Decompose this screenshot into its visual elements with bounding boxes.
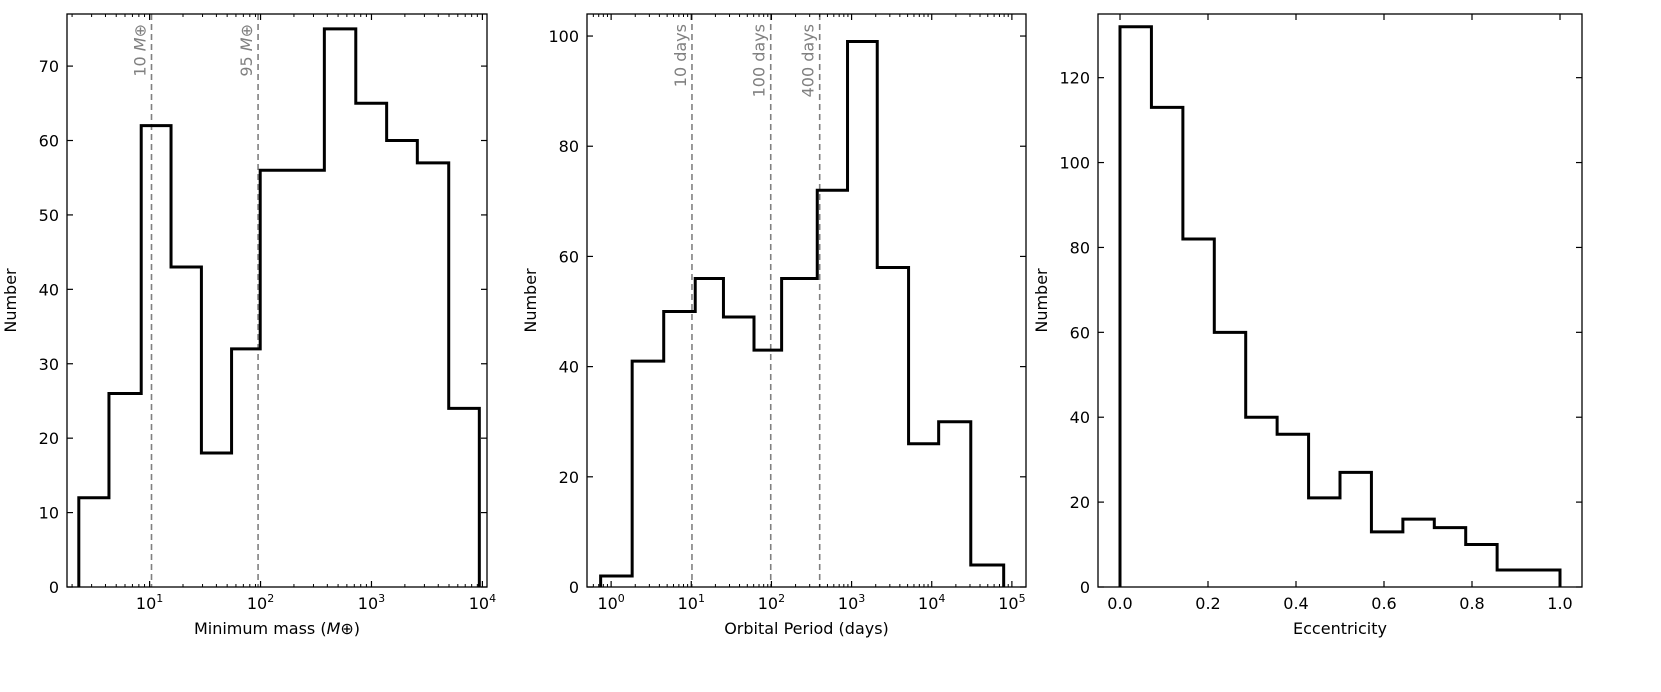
x-axis-label: Orbital Period (days) — [724, 619, 889, 638]
histogram-bin — [939, 422, 971, 587]
reference-line-label: 95 M⊕ — [237, 24, 256, 77]
reference-line-label: 400 days — [799, 24, 818, 97]
histogram-bin — [877, 267, 908, 587]
histogram-bin — [387, 141, 418, 587]
histogram-bin — [141, 126, 171, 587]
y-tick-label: 100 — [548, 27, 579, 46]
histogram-bin — [79, 498, 109, 587]
histogram-bin — [1497, 570, 1560, 587]
y-tick-label: 10 — [39, 504, 59, 523]
y-tick-label: 0 — [49, 578, 59, 597]
histogram-outline — [1118, 25, 1562, 587]
x-tick-label: 104 — [918, 592, 945, 613]
histogram-bin — [1183, 239, 1214, 587]
x-tick-label: 102 — [247, 592, 274, 613]
histogram-bin — [782, 278, 818, 587]
histogram-bin — [1309, 498, 1340, 587]
histogram-bin — [848, 42, 878, 587]
histogram-bin — [356, 103, 387, 587]
histogram-bin — [817, 190, 847, 587]
histogram-bin — [1246, 417, 1277, 587]
x-tick-label: 105 — [998, 592, 1025, 613]
y-tick-label: 40 — [39, 280, 59, 299]
histogram-bin — [260, 170, 324, 587]
histogram-bin — [201, 453, 231, 587]
histogram-bin — [1120, 27, 1151, 587]
x-tick-label: 100 — [597, 592, 624, 613]
histogram-bin — [417, 163, 448, 587]
axes-frame — [66, 13, 488, 588]
histogram-bin — [632, 361, 664, 587]
histogram-bin — [1403, 519, 1434, 587]
histogram-bin — [324, 29, 355, 587]
x-tick-label: 104 — [469, 592, 496, 613]
y-axis-label: Number — [1032, 268, 1051, 333]
x-tick-label: 103 — [838, 592, 865, 613]
histogram-bin — [1340, 472, 1371, 587]
histogram-bin — [664, 312, 696, 587]
y-tick-label: 60 — [39, 132, 59, 151]
reference-line-label: 10 days — [671, 24, 690, 87]
y-tick-label: 80 — [1070, 238, 1090, 257]
histogram-bin — [754, 350, 782, 587]
y-tick-label: 80 — [559, 137, 579, 156]
y-tick-label: 20 — [559, 468, 579, 487]
y-tick-label: 60 — [559, 247, 579, 266]
x-tick-label: 101 — [136, 592, 163, 613]
x-tick-label: 0.2 — [1195, 594, 1220, 613]
y-axis-label: Number — [521, 268, 540, 333]
y-tick-label: 60 — [1070, 323, 1090, 342]
y-tick-label: 50 — [39, 206, 59, 225]
reference-line-label: 10 M⊕ — [131, 24, 150, 77]
y-tick-label: 20 — [1070, 493, 1090, 512]
histogram-bin — [109, 394, 141, 587]
histogram-outline — [77, 27, 481, 587]
histogram-bin — [232, 349, 261, 587]
y-tick-label: 100 — [1059, 154, 1090, 173]
x-axis-label: Minimum mass (M⊕) — [194, 619, 360, 638]
x-tick-label: 0.4 — [1283, 594, 1308, 613]
chart-panel-1: 10 M⊕ 95 M⊕ 0 10 20 30 40 50 60 70 101 102 103 104 Min… — [1, 13, 496, 638]
x-tick-label: 0.0 — [1107, 594, 1132, 613]
histogram-bin — [971, 565, 1004, 587]
histogram-bin — [695, 278, 723, 587]
reference-line-label: 100 days — [750, 24, 769, 97]
x-axis-label: Eccentricity — [1293, 619, 1387, 638]
histogram-outline — [599, 40, 1006, 587]
y-tick-label: 20 — [39, 429, 59, 448]
x-tick-label: 0.8 — [1459, 594, 1484, 613]
histogram-bin — [723, 317, 754, 587]
histogram-bin — [449, 408, 480, 587]
histogram-bin — [1214, 332, 1245, 587]
histogram-bin — [1151, 107, 1182, 587]
histogram-bin — [1466, 545, 1497, 587]
histogram-bin — [601, 576, 633, 587]
y-tick-label: 120 — [1059, 69, 1090, 88]
histogram-bin — [1277, 434, 1308, 587]
y-tick-label: 0 — [1080, 578, 1090, 597]
chart-panel-2: 10 days 100 days 400 days 0 20 40 60 80 100 100 10… — [521, 13, 1027, 638]
y-tick-label: 40 — [559, 358, 579, 377]
y-tick-label: 40 — [1070, 408, 1090, 427]
axes-frame — [1097, 13, 1583, 588]
x-tick-label: 103 — [358, 592, 385, 613]
y-tick-label: 0 — [569, 578, 579, 597]
y-tick-label: 30 — [39, 355, 59, 374]
chart-panel-3: 0 20 40 60 80 100 120 0.0 0.2 0.4 0.6 0.8 1.0 Eccentr… — [1032, 13, 1583, 638]
x-tick-label: 1.0 — [1547, 594, 1572, 613]
histogram-bin — [1371, 532, 1402, 587]
y-axis-label: Number — [1, 268, 20, 333]
x-tick-label: 102 — [758, 592, 785, 613]
histogram-bin — [1434, 528, 1465, 587]
histogram-bin — [171, 267, 201, 587]
x-tick-label: 0.6 — [1371, 594, 1396, 613]
axes-frame — [586, 13, 1027, 588]
x-tick-label: 101 — [678, 592, 705, 613]
histogram-bin — [909, 444, 939, 587]
y-tick-label: 70 — [39, 57, 59, 76]
